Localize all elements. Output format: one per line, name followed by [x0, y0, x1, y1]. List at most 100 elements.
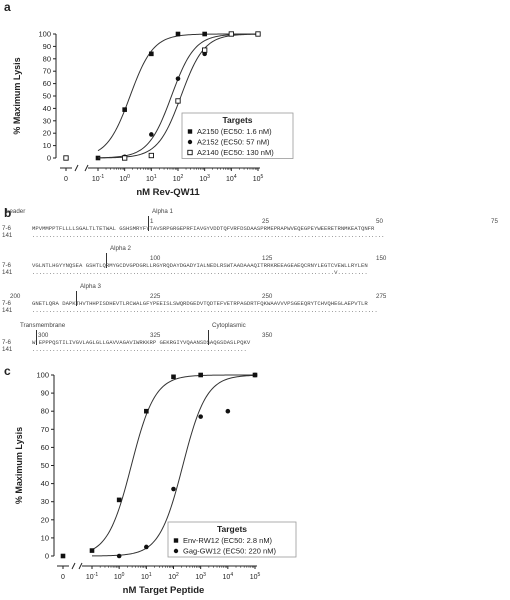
domain-label-leader: Leader — [6, 208, 26, 215]
legend-entry: A2152 (EC50: 57 nM) — [197, 138, 270, 147]
x-axis-label: nM Rev-QW11 — [136, 187, 200, 198]
x-tick-label: 100 — [114, 572, 125, 581]
sequence-row: W EPPPQSTILIVGVLAGLGLLGAVVAGAVIWRKKRP GE… — [32, 339, 251, 346]
row-label-141: 141 — [2, 269, 13, 276]
data-point-series-3 — [175, 98, 181, 104]
y-tick-label: 20 — [43, 129, 51, 138]
legend-marker — [173, 548, 179, 554]
x-tick-label: 102 — [173, 174, 184, 183]
x-tick-label: 100 — [119, 174, 130, 183]
x-axis-label: nM Target Peptide — [123, 585, 205, 596]
axis-break — [78, 562, 83, 570]
position-number: 1 — [150, 218, 154, 225]
sequence-alignment: Leader Alpha 1 1 25 50 75 7-6 141 MPVMMP… — [0, 204, 510, 369]
data-point-series-1 — [144, 408, 149, 414]
data-point-series-1 — [122, 107, 127, 112]
legend-marker — [187, 149, 193, 156]
fit-curve-series-1 — [91, 374, 255, 551]
y-tick-label: 30 — [43, 116, 51, 125]
axis-break — [74, 164, 79, 172]
data-point-series-1 — [116, 497, 122, 503]
position-number: 75 — [491, 218, 498, 225]
data-point-series-3 — [228, 31, 234, 37]
x-tick-label: 105 — [250, 572, 261, 581]
row-label-7-6: 7-6 — [2, 225, 11, 232]
identity-dots-row: ........................................… — [32, 346, 247, 353]
x-tick-label: 10-1 — [86, 572, 98, 581]
position-number: 300 — [38, 332, 49, 339]
data-point-series-3 — [255, 31, 261, 37]
y-tick-label: 30 — [41, 497, 49, 506]
y-tick-label: 70 — [41, 425, 49, 434]
data-point-series-3 — [148, 152, 154, 159]
domain-boundary — [148, 216, 149, 231]
data-point-series-1 — [89, 548, 95, 553]
row-label-141: 141 — [2, 232, 13, 239]
data-point-series-3 — [202, 47, 208, 53]
data-point-series-1 — [60, 553, 66, 559]
data-point-series-1 — [171, 374, 176, 380]
y-tick-label: 60 — [43, 79, 51, 88]
row-label-141: 141 — [2, 346, 13, 353]
axis-break — [71, 562, 76, 570]
y-tick-label: 70 — [43, 67, 51, 76]
data-point-series-2 — [252, 372, 258, 378]
y-tick-label: 100 — [36, 371, 49, 380]
data-point-series-2 — [116, 553, 122, 559]
y-tick-label: 40 — [43, 104, 51, 113]
legend-box — [181, 112, 294, 159]
y-tick-label: 80 — [41, 407, 49, 416]
position-number: 125 — [262, 255, 273, 262]
legend-entry: Gag-GW12 (EC50: 220 nM) — [183, 547, 276, 556]
data-point-series-1 — [198, 372, 203, 378]
panel-letter-b: b — [4, 206, 12, 220]
legend-box — [167, 521, 297, 558]
sequence-row: VGLNTLHGYYNQSEA GSHTLQRMYGCDVGPDGRLLRGYR… — [32, 262, 368, 269]
position-number: 25 — [262, 218, 269, 225]
data-point-series-3 — [63, 155, 69, 161]
y-tick-label: 0 — [47, 154, 51, 163]
sequence-row: MPVMMPPTFLLLLSGALTLTETWAL GSHSMRYFYTAVSR… — [32, 225, 375, 232]
position-number: 225 — [150, 293, 161, 300]
data-point-series-3 — [122, 155, 128, 161]
position-number: 150 — [376, 255, 387, 262]
x-tick-label: 101 — [141, 572, 152, 581]
legend-entry: Env-RW12 (EC50: 2.8 nM) — [183, 536, 273, 545]
domain-label-cytoplasmic: Cytoplasmic — [212, 322, 246, 329]
y-tick-label: 80 — [43, 54, 51, 63]
position-number: 275 — [376, 293, 387, 300]
y-axis-label: % Maximum Lysis — [12, 57, 22, 134]
domain-boundary — [36, 330, 37, 345]
domain-boundary — [76, 291, 77, 306]
position-number: 50 — [376, 218, 383, 225]
panel-letter-a: a — [4, 0, 11, 14]
x-tick-label: 103 — [199, 174, 210, 183]
y-axis-label: % Maximum Lysis — [14, 427, 24, 504]
identity-dots-row: ........................................… — [32, 307, 378, 314]
data-point-series-2 — [225, 408, 231, 414]
data-point-series-2 — [198, 414, 203, 419]
position-number: 325 — [150, 332, 161, 339]
x-tick-label: 105 — [253, 174, 264, 183]
position-number: 200 — [10, 293, 21, 300]
axis-break — [84, 164, 89, 172]
y-tick-label: 0 — [45, 552, 49, 561]
chart-c: 0 10 20 30 40 50 60 70 80 90 100 % Maximum Lysis 0 10… — [14, 371, 297, 596]
legend-title: Targets — [222, 115, 252, 125]
x-tick-label: 102 — [168, 572, 179, 581]
y-tick-label: 20 — [41, 515, 49, 524]
legend-entry: A2140 (EC50: 130 nM) — [197, 148, 274, 157]
legend-marker — [187, 129, 193, 134]
data-point-series-1 — [95, 155, 101, 161]
y-tick-label: 60 — [41, 443, 49, 452]
position-number: 100 — [150, 255, 161, 262]
domain-label-alpha3: Alpha 3 — [80, 283, 101, 290]
data-point-series-1 — [175, 31, 181, 37]
domain-boundary — [208, 330, 209, 345]
domain-label-alpha2: Alpha 2 — [110, 245, 131, 252]
position-number: 250 — [262, 293, 273, 300]
x-tick-label: 0 — [61, 574, 65, 581]
data-point-series-1 — [149, 51, 154, 57]
data-point-series-2 — [149, 132, 154, 137]
row-label-7-6: 7-6 — [2, 262, 11, 269]
